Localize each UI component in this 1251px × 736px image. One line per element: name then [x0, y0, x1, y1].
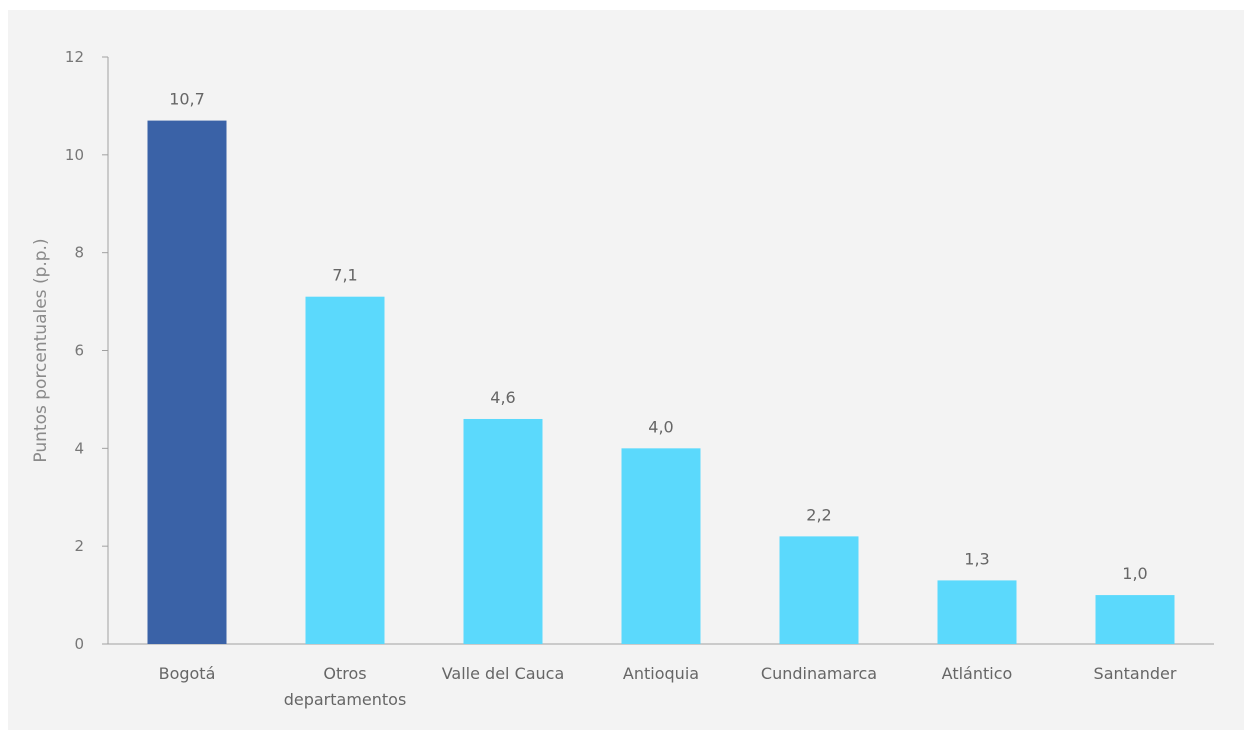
y-axis-ticks: 0 2 4 6 8 10 12 [65, 48, 108, 653]
x-axis-categories: Bogotá Otros departamentos Valle del Cauca A… [159, 664, 1177, 709]
data-labels: 10,7 7,1 4,6 4,0 2,2 1,3 1,0 [169, 90, 1148, 583]
bar [147, 120, 227, 644]
bar [305, 296, 385, 644]
bar [779, 536, 859, 644]
bar [621, 448, 701, 644]
bar-value-label: 10,7 [169, 90, 205, 109]
bars [147, 120, 1175, 644]
bar [1095, 595, 1175, 644]
bar-value-label: 1,0 [1122, 564, 1147, 583]
category-label: Bogotá [159, 664, 216, 683]
y-tick-label: 10 [65, 146, 84, 164]
chart-container: Puntos porcentuales (p.p.) 0 2 4 6 8 10 12 10,… [8, 10, 1244, 730]
y-tick-label: 0 [74, 635, 84, 653]
bar [937, 580, 1017, 644]
y-tick-label: 6 [74, 342, 84, 360]
bar-value-label: 4,6 [490, 388, 515, 407]
bar-value-label: 7,1 [332, 266, 357, 285]
y-axis-title: Puntos porcentuales (p.p.) [31, 238, 51, 462]
category-label: Cundinamarca [761, 664, 877, 683]
y-tick-label: 2 [74, 537, 84, 555]
bar-value-label: 1,3 [964, 549, 989, 568]
category-label: Otros departamentos [284, 664, 407, 709]
y-tick-label: 4 [74, 439, 84, 457]
bar-chart: Puntos porcentuales (p.p.) 0 2 4 6 8 10 12 10,… [31, 48, 1214, 709]
y-tick-label: 8 [74, 244, 84, 262]
bar-value-label: 4,0 [648, 417, 673, 436]
category-label: Antioquia [623, 664, 699, 683]
bar [463, 418, 543, 644]
category-label: Atlántico [942, 664, 1013, 683]
bar-value-label: 2,2 [806, 505, 831, 524]
category-label: Valle del Cauca [442, 664, 565, 683]
category-label: Santander [1094, 664, 1177, 683]
y-tick-label: 12 [65, 48, 84, 66]
